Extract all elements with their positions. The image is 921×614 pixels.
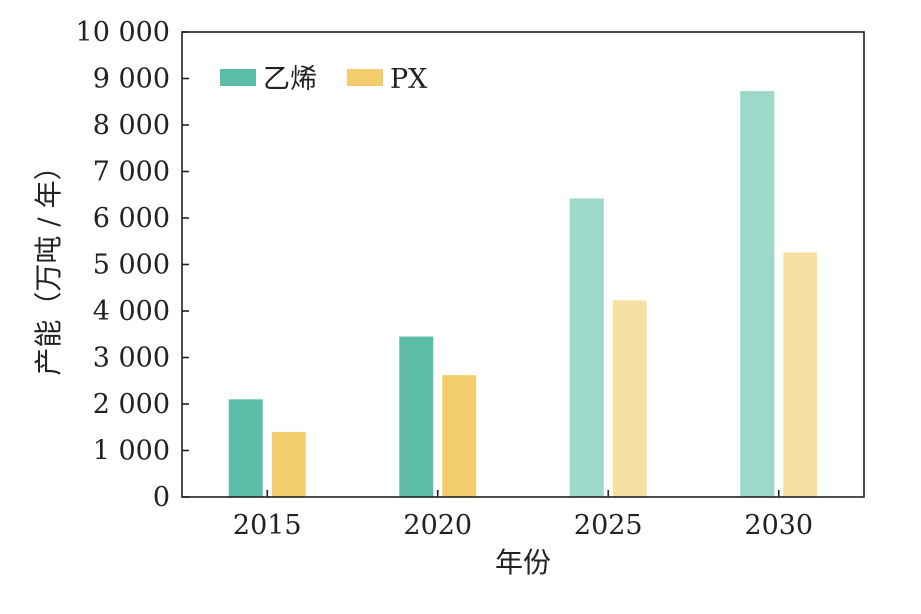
x-tick-label: 2030 [744, 510, 813, 541]
bars-layer [228, 91, 818, 498]
y-tick-label: 3 000 [93, 343, 170, 374]
y-tick-label: 6 000 [93, 203, 170, 234]
bar-px-2015 [271, 431, 306, 497]
legend-swatch-px [347, 69, 383, 86]
y-tick-label: 10 000 [76, 17, 170, 48]
x-axis-title: 年份 [495, 546, 551, 579]
bar-px-2020 [442, 375, 477, 497]
y-tick-label: 9 000 [93, 64, 170, 95]
x-tick-label: 2025 [574, 510, 643, 541]
legend-label-ethylene: 乙烯 [263, 64, 317, 95]
y-tick-label: 4 000 [93, 296, 170, 327]
y-tick-label: 0 [153, 482, 170, 513]
bar-ethylene-2020 [399, 336, 434, 497]
bar-ethylene-2015 [228, 399, 263, 497]
y-tick-label: 8 000 [93, 110, 170, 141]
x-tick-label: 2015 [233, 510, 302, 541]
y-tick-label: 7 000 [93, 157, 170, 188]
bar-px-2030 [783, 252, 818, 497]
y-tick-label: 1 000 [93, 436, 170, 467]
legend-swatch-ethylene [220, 69, 256, 86]
bar-ethylene-2025 [569, 198, 604, 497]
y-axis-title: 产能（万吨 / 年） [32, 152, 65, 375]
y-tick-label: 2 000 [93, 389, 170, 420]
x-tick-label: 2020 [403, 510, 472, 541]
y-tick-label: 5 000 [93, 250, 170, 281]
x-axis: 2015 2020 2025 2030 [233, 490, 813, 541]
legend: 乙烯 PX [220, 64, 428, 95]
bar-ethylene-2030 [740, 91, 775, 498]
legend-label-px: PX [390, 64, 428, 95]
y-axis: 0 1 000 2 000 3 000 4 000 5 000 6 000 7 000 8 00… [76, 17, 189, 513]
bar-px-2025 [612, 300, 647, 497]
